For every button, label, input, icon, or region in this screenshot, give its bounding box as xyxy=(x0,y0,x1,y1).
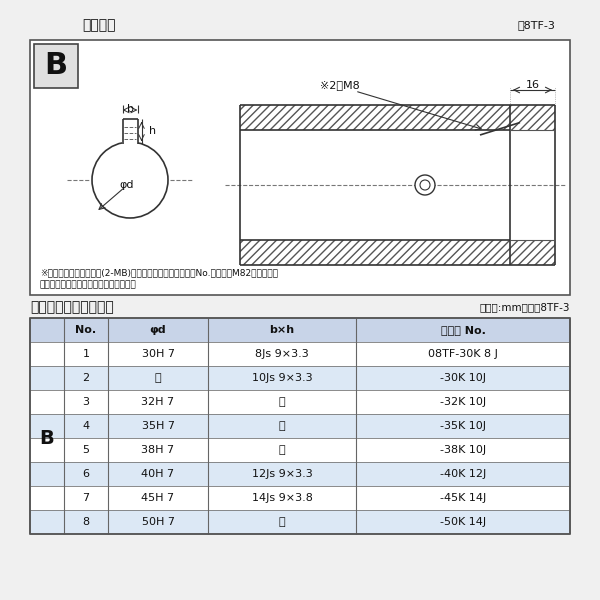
Bar xyxy=(30,318,570,534)
Text: 1: 1 xyxy=(83,349,89,359)
Text: 10Js 9×3.3: 10Js 9×3.3 xyxy=(251,373,313,383)
Text: 32H 7: 32H 7 xyxy=(142,397,175,407)
Text: 08TF-30K 8 J: 08TF-30K 8 J xyxy=(428,349,498,359)
Circle shape xyxy=(92,142,168,218)
Text: ※セットボルト用タップ(2-MB)が必要な場合は右記コードNo.の末尾にM82を付ける。: ※セットボルト用タップ(2-MB)が必要な場合は右記コードNo.の末尾にM82を… xyxy=(40,269,278,277)
Text: 軸穴形状コード一覧表: 軸穴形状コード一覧表 xyxy=(30,300,114,314)
Text: -32K 10J: -32K 10J xyxy=(440,397,486,407)
Bar xyxy=(30,462,570,486)
Bar xyxy=(240,105,510,130)
Bar xyxy=(30,414,570,438)
Text: 4: 4 xyxy=(82,421,89,431)
Text: 45H 7: 45H 7 xyxy=(142,493,175,503)
Bar xyxy=(30,40,570,295)
Circle shape xyxy=(415,175,435,195)
Text: （単位:mm）　表8TF-3: （単位:mm） 表8TF-3 xyxy=(479,302,570,312)
Text: 図8TF-3: 図8TF-3 xyxy=(517,20,555,30)
Text: B: B xyxy=(40,428,55,448)
Text: 2: 2 xyxy=(82,373,89,383)
Text: No.: No. xyxy=(76,325,97,335)
Text: 〃: 〃 xyxy=(278,445,286,455)
Text: 50H 7: 50H 7 xyxy=(142,517,175,527)
Text: -50K 14J: -50K 14J xyxy=(440,517,486,527)
Circle shape xyxy=(420,180,430,190)
Text: 〃: 〃 xyxy=(278,397,286,407)
Text: -38K 10J: -38K 10J xyxy=(440,445,486,455)
Text: B: B xyxy=(44,52,68,80)
Bar xyxy=(510,240,555,265)
Text: -30K 10J: -30K 10J xyxy=(440,373,486,383)
Text: 14Js 9×3.8: 14Js 9×3.8 xyxy=(251,493,313,503)
Text: 8Js 9×3.3: 8Js 9×3.3 xyxy=(255,349,309,359)
Bar xyxy=(510,105,555,130)
Bar xyxy=(30,438,570,462)
Bar xyxy=(240,240,510,265)
Text: h: h xyxy=(149,127,157,136)
Bar xyxy=(30,366,570,390)
Bar xyxy=(122,138,138,148)
Text: 16: 16 xyxy=(526,80,539,90)
Text: ※2－M8: ※2－M8 xyxy=(320,80,360,90)
Text: 軸穴形状: 軸穴形状 xyxy=(82,18,115,32)
Text: 40H 7: 40H 7 xyxy=(142,469,175,479)
Text: -35K 10J: -35K 10J xyxy=(440,421,486,431)
Text: 12Js 9×3.3: 12Js 9×3.3 xyxy=(251,469,313,479)
Text: φd: φd xyxy=(149,325,166,335)
Text: 38H 7: 38H 7 xyxy=(142,445,175,455)
Text: 〃: 〃 xyxy=(278,421,286,431)
Bar xyxy=(30,510,570,534)
Text: 5: 5 xyxy=(83,445,89,455)
Bar xyxy=(30,390,570,414)
Text: （セットボルトは付属されています。）: （セットボルトは付属されています。） xyxy=(40,280,137,289)
Text: 〃: 〃 xyxy=(155,373,161,383)
Bar xyxy=(30,486,570,510)
Text: 7: 7 xyxy=(82,493,89,503)
Bar xyxy=(30,318,570,342)
Text: コード No.: コード No. xyxy=(440,325,485,335)
Text: b×h: b×h xyxy=(269,325,295,335)
Text: 3: 3 xyxy=(83,397,89,407)
Text: b: b xyxy=(127,104,133,114)
Text: 6: 6 xyxy=(83,469,89,479)
Text: 35H 7: 35H 7 xyxy=(142,421,175,431)
Text: -40K 12J: -40K 12J xyxy=(440,469,486,479)
Text: -45K 14J: -45K 14J xyxy=(440,493,486,503)
Text: 30H 7: 30H 7 xyxy=(142,349,175,359)
Bar xyxy=(30,342,570,366)
Text: φd: φd xyxy=(120,180,134,190)
Text: 8: 8 xyxy=(82,517,89,527)
Text: 〃: 〃 xyxy=(278,517,286,527)
Bar xyxy=(34,44,78,88)
